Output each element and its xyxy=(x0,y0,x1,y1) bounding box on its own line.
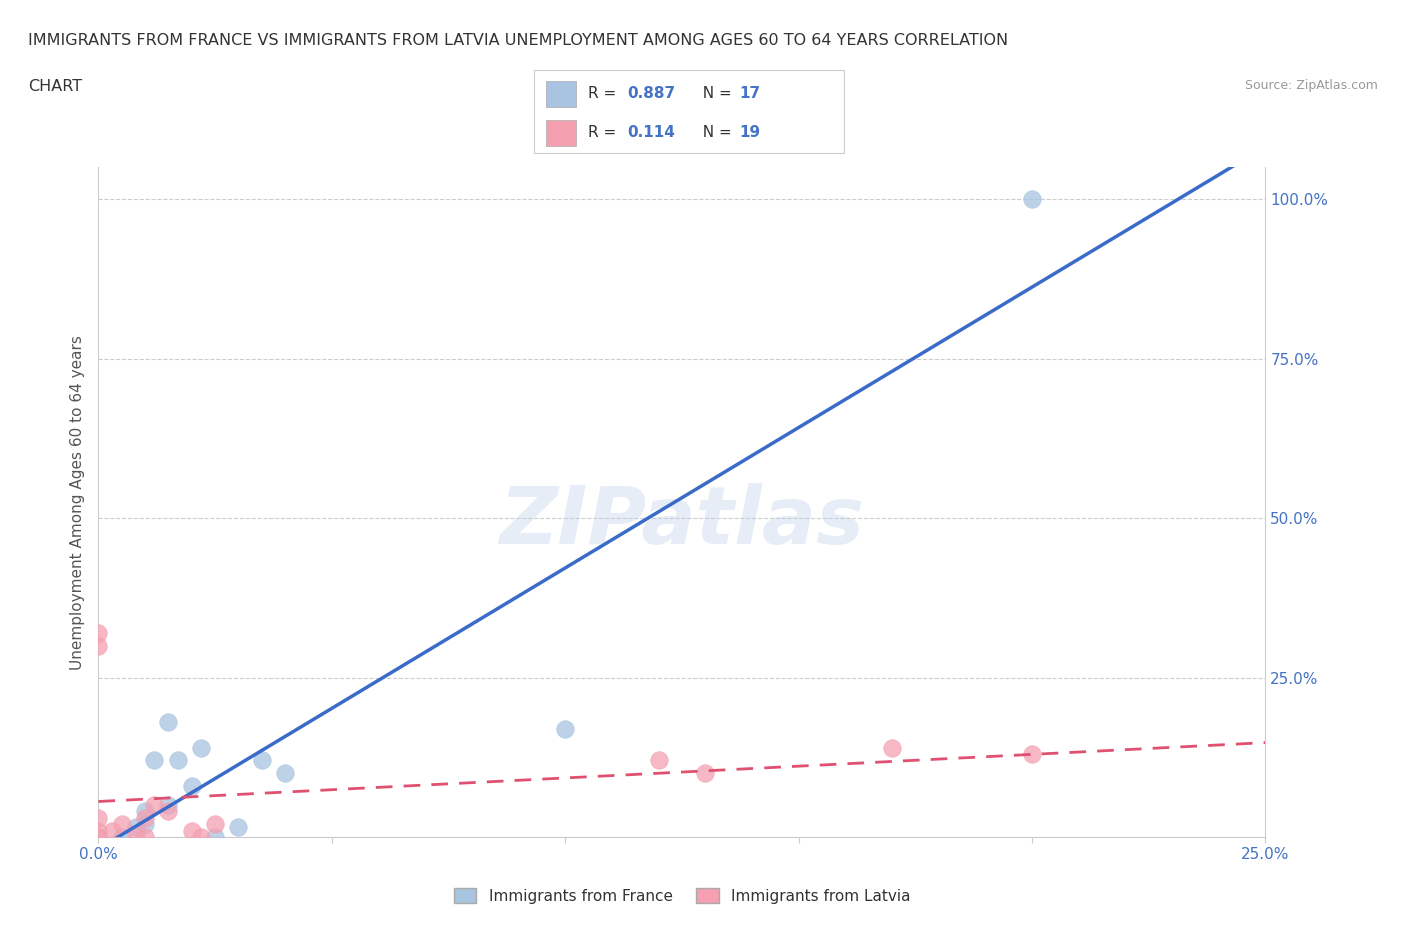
Point xyxy=(1021,747,1043,762)
Point xyxy=(880,740,903,755)
Point xyxy=(143,753,166,768)
Point xyxy=(87,823,110,838)
Point xyxy=(647,753,669,768)
Text: 17: 17 xyxy=(740,86,761,101)
Point xyxy=(87,810,110,825)
Text: N =: N = xyxy=(693,126,737,140)
Point xyxy=(134,817,156,831)
Text: 19: 19 xyxy=(740,126,761,140)
Point xyxy=(125,820,148,835)
Point xyxy=(554,721,576,736)
Point xyxy=(143,798,166,813)
Point xyxy=(101,823,124,838)
Text: 0.887: 0.887 xyxy=(627,86,675,101)
Point xyxy=(111,830,134,844)
Point xyxy=(166,753,188,768)
Text: Source: ZipAtlas.com: Source: ZipAtlas.com xyxy=(1244,79,1378,92)
Text: R =: R = xyxy=(588,126,626,140)
Point xyxy=(134,810,156,825)
Point xyxy=(180,778,202,793)
Point xyxy=(134,804,156,819)
Point xyxy=(190,830,212,844)
Point xyxy=(87,830,110,844)
Point xyxy=(157,798,180,813)
Point xyxy=(87,830,110,844)
Point xyxy=(274,765,297,780)
Point xyxy=(125,827,148,842)
Point xyxy=(157,715,180,730)
Text: IMMIGRANTS FROM FRANCE VS IMMIGRANTS FROM LATVIA UNEMPLOYMENT AMONG AGES 60 TO 6: IMMIGRANTS FROM FRANCE VS IMMIGRANTS FRO… xyxy=(28,33,1008,47)
Point xyxy=(228,820,250,835)
Text: 0.114: 0.114 xyxy=(627,126,675,140)
Point xyxy=(250,753,273,768)
Point xyxy=(180,823,202,838)
Text: ZIPatlas: ZIPatlas xyxy=(499,484,865,562)
Point xyxy=(1021,192,1043,206)
Point xyxy=(204,830,226,844)
Point xyxy=(157,804,180,819)
Text: N =: N = xyxy=(693,86,737,101)
Legend: Immigrants from France, Immigrants from Latvia: Immigrants from France, Immigrants from … xyxy=(447,882,917,910)
Point xyxy=(204,817,226,831)
Text: CHART: CHART xyxy=(28,79,82,94)
Point xyxy=(190,740,212,755)
Point xyxy=(87,626,110,641)
Text: R =: R = xyxy=(588,86,621,101)
Y-axis label: Unemployment Among Ages 60 to 64 years: Unemployment Among Ages 60 to 64 years xyxy=(69,335,84,670)
Point xyxy=(87,638,110,653)
Point xyxy=(111,817,134,831)
Point xyxy=(695,765,717,780)
Point xyxy=(134,830,156,844)
